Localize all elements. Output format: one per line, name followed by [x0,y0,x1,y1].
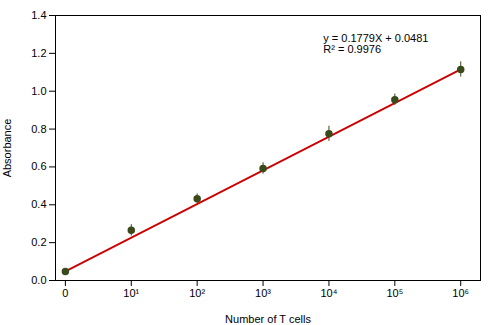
svg-text:10⁴: 10⁴ [320,287,337,299]
svg-text:0.0: 0.0 [31,274,46,286]
svg-text:y = 0.1779X + 0.0481R² = 0.997: y = 0.1779X + 0.0481R² = 0.9976 [323,32,428,55]
svg-text:10⁶: 10⁶ [452,287,469,299]
svg-text:10³: 10³ [255,287,271,299]
svg-text:0.8: 0.8 [31,123,46,135]
svg-text:1.0: 1.0 [31,85,46,97]
svg-text:1.4: 1.4 [31,9,46,21]
svg-text:10⁵: 10⁵ [386,287,403,299]
svg-text:Absorbance: Absorbance [1,119,13,178]
svg-text:0: 0 [62,287,68,299]
svg-text:0.6: 0.6 [31,160,46,172]
svg-text:10¹: 10¹ [123,287,139,299]
svg-text:Number of T cells: Number of T cells [225,313,311,325]
svg-text:0.4: 0.4 [31,198,46,210]
svg-text:0.2: 0.2 [31,236,46,248]
svg-text:10²: 10² [189,287,205,299]
svg-text:1.2: 1.2 [31,47,46,59]
